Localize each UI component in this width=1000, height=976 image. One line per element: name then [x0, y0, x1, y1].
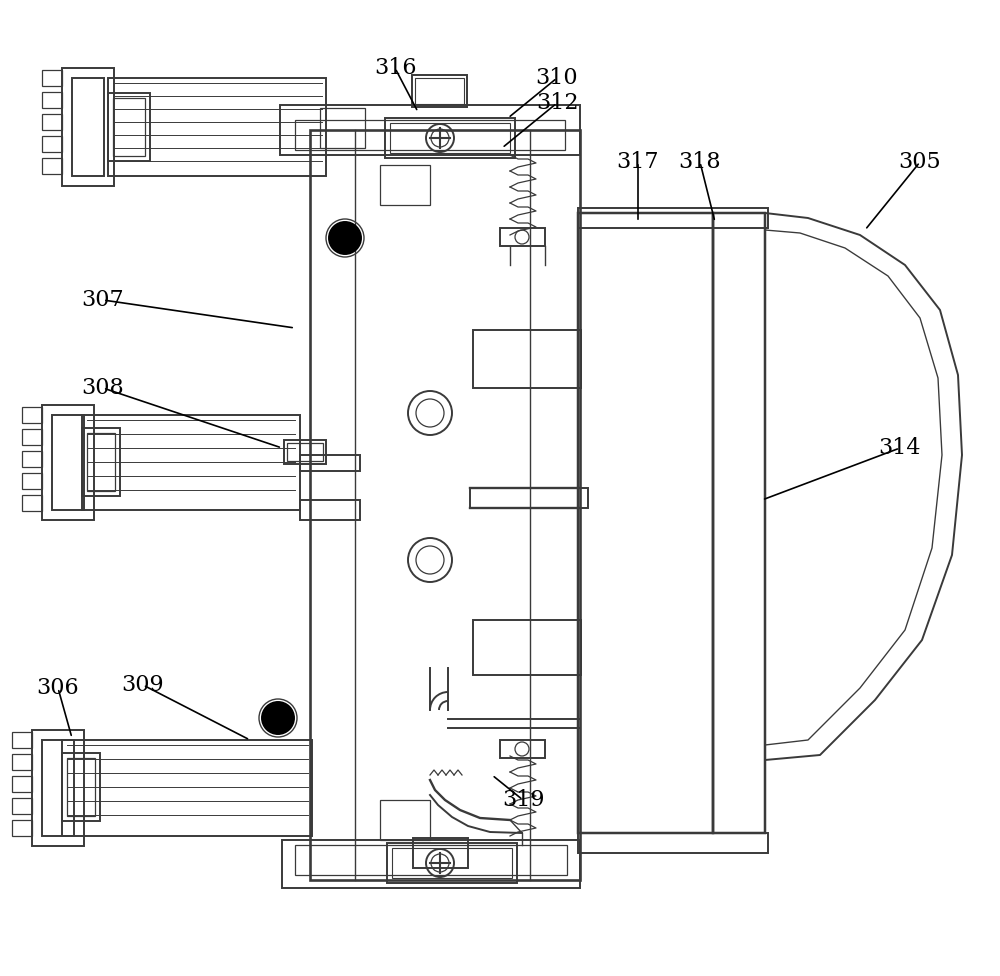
Bar — [284, 440, 326, 464]
Bar — [12, 776, 32, 792]
Bar — [108, 78, 326, 176]
Text: 309: 309 — [122, 674, 164, 696]
Bar — [67, 758, 95, 816]
Bar — [12, 732, 32, 748]
Bar — [500, 740, 545, 758]
Bar — [310, 130, 580, 880]
Text: 319: 319 — [502, 789, 544, 811]
Bar — [42, 158, 62, 174]
Bar — [380, 800, 430, 840]
Bar — [500, 228, 545, 246]
Bar — [62, 68, 114, 186]
Bar — [62, 753, 100, 821]
Bar — [113, 98, 145, 156]
Bar — [52, 415, 84, 510]
Bar — [392, 848, 512, 878]
Bar — [42, 70, 62, 86]
Bar — [713, 213, 765, 833]
Bar — [578, 833, 768, 853]
Bar — [380, 165, 430, 205]
Bar — [470, 488, 588, 508]
Text: 305: 305 — [899, 151, 941, 173]
Text: 318: 318 — [679, 151, 721, 173]
Text: 316: 316 — [374, 57, 416, 79]
Bar — [22, 429, 42, 445]
Bar — [300, 500, 360, 520]
Bar — [473, 620, 581, 675]
Bar — [42, 136, 62, 152]
Bar — [412, 75, 467, 107]
Bar — [12, 798, 32, 814]
Bar — [22, 451, 42, 467]
Bar — [82, 428, 120, 496]
Bar — [22, 495, 42, 511]
Bar — [413, 838, 468, 868]
Bar — [12, 754, 32, 770]
Text: 308: 308 — [82, 377, 124, 399]
Bar — [87, 433, 115, 491]
Bar — [42, 114, 62, 130]
Bar — [385, 118, 515, 158]
Bar — [82, 415, 300, 510]
Bar — [578, 213, 713, 833]
Bar — [42, 92, 62, 108]
Bar — [390, 123, 510, 153]
Bar — [300, 455, 360, 471]
Bar — [42, 740, 74, 836]
Bar — [22, 473, 42, 489]
Text: 310: 310 — [536, 67, 578, 89]
Bar — [387, 843, 517, 883]
Circle shape — [329, 222, 361, 254]
Bar — [22, 407, 42, 423]
Bar — [415, 78, 464, 104]
Text: 314: 314 — [879, 437, 921, 459]
Bar — [62, 740, 312, 836]
Bar — [320, 108, 365, 148]
Bar — [32, 730, 84, 846]
Text: 307: 307 — [82, 289, 124, 311]
Bar — [295, 845, 567, 875]
Bar — [108, 93, 150, 161]
Bar — [282, 840, 580, 888]
Bar — [280, 105, 580, 155]
Bar — [42, 405, 94, 520]
Bar — [12, 820, 32, 836]
Bar — [72, 78, 104, 176]
Circle shape — [262, 702, 294, 734]
Bar — [578, 208, 768, 228]
Bar — [473, 330, 581, 388]
Text: 317: 317 — [617, 151, 659, 173]
Bar — [295, 120, 565, 150]
Text: 306: 306 — [37, 677, 79, 699]
Bar — [287, 443, 323, 461]
Text: 312: 312 — [536, 92, 578, 114]
